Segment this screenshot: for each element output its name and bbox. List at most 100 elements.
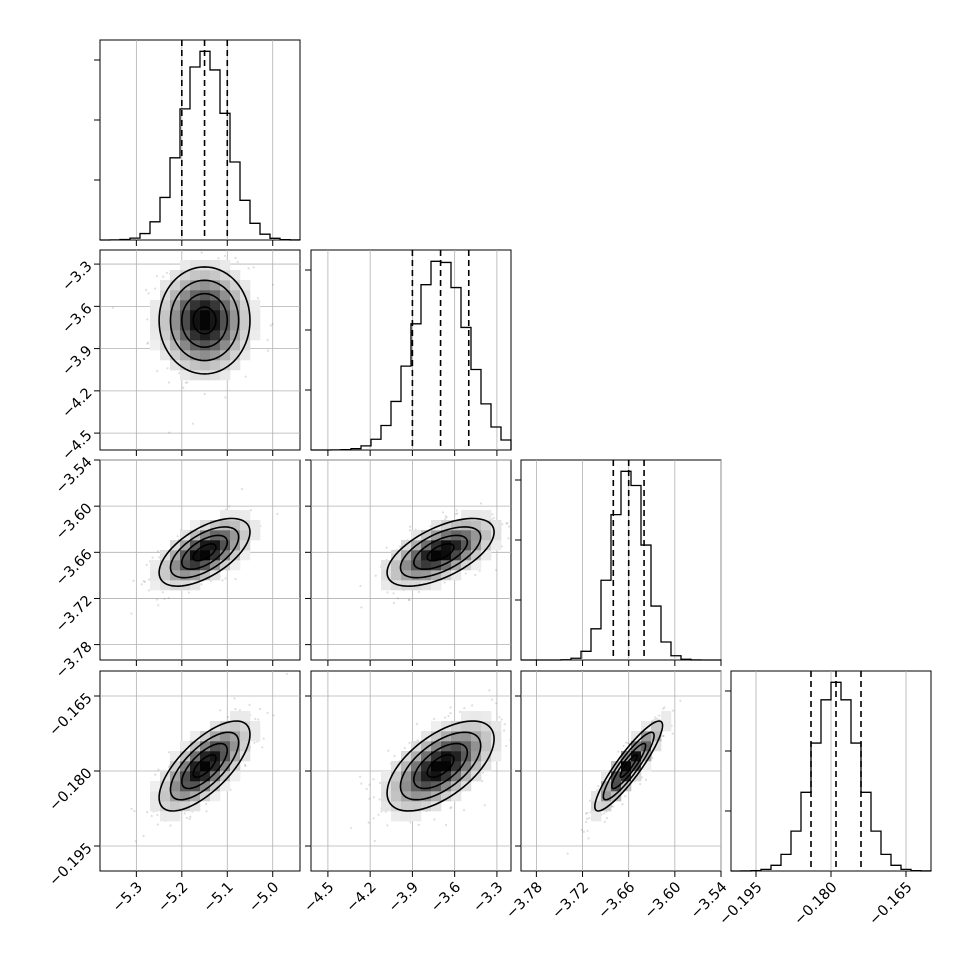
panel-3-1-point — [483, 804, 486, 807]
panel-1-0-density-cell — [210, 270, 221, 281]
panel-3-1-density-cell — [451, 751, 462, 762]
panel-3-1-density-cell — [471, 761, 482, 772]
panel-1-0-point — [224, 396, 227, 399]
panel-3-2-xtick-label-3: −3.60 — [642, 879, 685, 922]
panel-1-0-density-cell — [180, 280, 191, 291]
panel-3-0-point — [134, 840, 137, 843]
panel-3-0-density-cell — [200, 761, 211, 772]
panel-3-2-density-cell — [621, 771, 632, 782]
panel-1-0-density-cell — [160, 300, 171, 311]
panel-3-2-point — [671, 709, 675, 712]
panel-1-0-point — [168, 431, 171, 434]
panel-3-1-point — [365, 787, 368, 791]
panel-1-0-density-cell — [170, 350, 181, 361]
panel-2-1-density-cell — [471, 560, 482, 571]
panel-1-0-density-cell — [200, 270, 211, 281]
panel-1-0-density-cell — [230, 320, 241, 331]
panel-3-0-density-cell — [240, 751, 251, 762]
panel-3-0-density-cell — [240, 741, 251, 752]
panel-3-0-density-cell — [180, 761, 191, 772]
panel-3-1-contour-2 — [399, 731, 482, 801]
panel-3-1-point — [372, 817, 375, 820]
panel-2-0-plot-area — [130, 487, 279, 615]
panel-3-1-density-cell — [481, 721, 492, 732]
panel-1-0: −4.5 −4.2 −3.9 −3.6 −3.3 — [59, 249, 301, 464]
panel-2-1-point — [392, 601, 395, 605]
panel-3-0-point — [205, 810, 208, 813]
panel-2-1-density-cell — [481, 520, 492, 531]
panel-3-2-density-cell — [611, 791, 622, 802]
panel-1-0-density-cell — [220, 330, 231, 341]
panel-3-1-point — [481, 771, 484, 774]
panel-3-2-density-cell — [611, 781, 622, 792]
panel-3-0-density-cell — [180, 741, 191, 752]
hist-panel-0 — [94, 39, 301, 246]
panel-2-0-ytick-label-3: −3.60 — [53, 500, 96, 543]
panel-2-0-density-cell — [190, 530, 201, 541]
panel-3-0-density-cell — [200, 741, 211, 752]
panel-1-0-density-cell — [200, 280, 211, 291]
panel-1-0-density-cell — [200, 310, 211, 321]
panel-3-1-point — [433, 818, 436, 821]
panel-1-0-density-cell — [150, 310, 161, 321]
panel-3-2-point — [671, 732, 674, 735]
panel-2-1-density-cell — [441, 530, 452, 541]
panel-3-0-density-cell — [190, 761, 201, 772]
panel-2-1-density-cell — [461, 550, 472, 561]
panel-3-1-density-cell — [391, 801, 402, 812]
panel-1-0-density-cell — [240, 280, 251, 291]
panel-2-1-density-cell — [431, 550, 442, 561]
panel-2-1-density-cell — [421, 580, 432, 591]
panel-2-1-density-cell — [471, 540, 482, 551]
panel-2-1-density-cell — [481, 550, 492, 561]
panel-1-0-density-cell — [220, 280, 231, 291]
panel-2-0-density-cell — [150, 570, 161, 581]
panel-2-1-point — [443, 581, 446, 584]
panel-1-0-density-cell — [220, 310, 231, 321]
panel-1-0-density-cell — [160, 350, 171, 361]
panel-3-0-point — [157, 768, 160, 771]
panel-3-2-density-cell — [591, 811, 602, 822]
panel-3-1-point — [449, 712, 452, 715]
panel-3-2-point — [603, 820, 606, 823]
panel-1-0-density-cell — [200, 260, 211, 271]
panel-1-0-density-cell — [190, 310, 201, 321]
panel-1-0-ytick-label-3: −3.6 — [59, 301, 95, 337]
panel-3-0-density-cell — [230, 721, 241, 732]
panel-3-2-density-cell — [611, 761, 622, 772]
panel-3-0-density-cell — [220, 751, 231, 762]
panel-1-0-point — [184, 381, 187, 384]
panel-1-0-density-cell — [240, 320, 251, 331]
panel-1-0-density-cell — [230, 310, 241, 321]
panel-3-0-point — [243, 763, 247, 767]
panel-1-0-density-cell — [220, 320, 231, 331]
panel-3-2-density-cell — [641, 721, 652, 732]
panel-2-0-point — [161, 591, 164, 594]
panel-3-0-density-cell — [240, 731, 251, 742]
panel-3-1-point — [415, 722, 418, 726]
panel-2-0-point — [156, 550, 160, 553]
panel-2-0-point — [228, 505, 231, 508]
panel-2-0-density-cell — [160, 580, 171, 591]
panel-3-0-density-cell — [210, 721, 221, 732]
panel-1-0-density-cell — [180, 290, 191, 301]
panel-3-0-density-cell — [250, 721, 261, 732]
panel-3-2-point — [639, 782, 642, 786]
panel-3-0-point — [167, 765, 171, 769]
panel-2-1-density-cell — [441, 520, 452, 531]
panel-3-1-density-cell — [461, 731, 472, 742]
panel-3-0-density-cell — [180, 791, 191, 802]
panel-1-0-density-cell — [180, 370, 191, 381]
hist-panel-0-histogram — [99, 50, 301, 241]
panel-3-0-density-cell — [190, 741, 201, 752]
panel-3-2-point — [662, 734, 665, 738]
panel-3-0-point — [257, 718, 260, 721]
hist-panel-2-histogram — [521, 470, 721, 661]
panel-3-1-xtick-label-2: −3.9 — [386, 879, 422, 915]
panel-2-1-density-cell — [421, 570, 432, 581]
panel-3-0-density-cell — [200, 791, 211, 802]
panel-1-0-density-cell — [240, 350, 251, 361]
panel-2-1-point — [386, 591, 389, 594]
panel-1-0-density-cell — [230, 270, 241, 281]
panel-3-1-density-cell — [481, 761, 492, 772]
